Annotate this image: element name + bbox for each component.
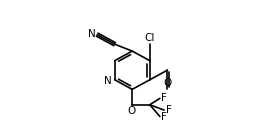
Text: O: O [164,78,172,88]
Text: Cl: Cl [144,33,155,43]
Text: F: F [166,105,172,115]
Text: N: N [88,29,95,39]
Text: F: F [162,112,167,122]
Text: N: N [104,76,112,86]
Text: O: O [127,106,135,116]
Text: F: F [162,93,167,103]
